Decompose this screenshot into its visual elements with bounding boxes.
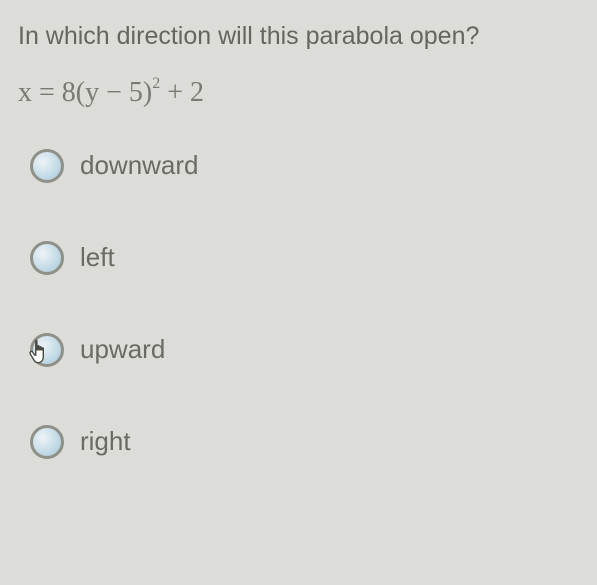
equation-part-1: x = 8(y − 5) — [18, 77, 152, 108]
quiz-page: In which direction will this parabola op… — [0, 0, 597, 479]
equation: x = 8(y − 5)2 + 2 — [18, 77, 579, 109]
radio-icon[interactable] — [30, 241, 64, 275]
option-label: left — [80, 242, 115, 273]
option-label: right — [80, 426, 131, 457]
option-label: upward — [80, 334, 165, 365]
radio-icon[interactable] — [30, 425, 64, 459]
option-label: downward — [80, 150, 199, 181]
option-right[interactable]: right — [30, 425, 579, 459]
option-downward[interactable]: downward — [30, 149, 579, 183]
question-text: In which direction will this parabola op… — [18, 20, 579, 53]
radio-icon[interactable] — [30, 333, 64, 367]
options-list: downward left upward right — [18, 149, 579, 459]
option-upward[interactable]: upward — [30, 333, 579, 367]
option-left[interactable]: left — [30, 241, 579, 275]
radio-icon[interactable] — [30, 149, 64, 183]
equation-exponent: 2 — [152, 75, 160, 92]
equation-part-2: + 2 — [160, 77, 204, 108]
